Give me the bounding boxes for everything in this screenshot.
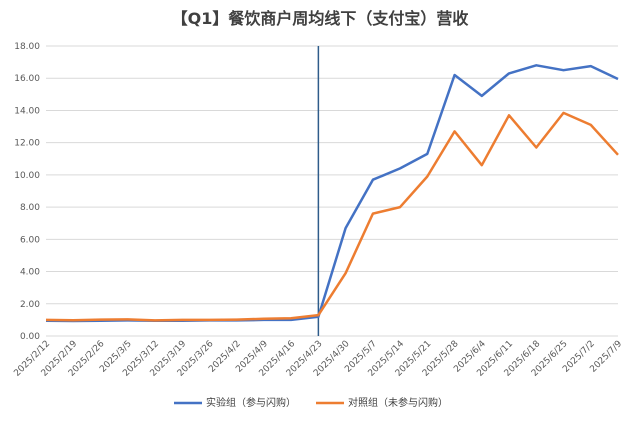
x-axis: 2025/2/122025/2/192025/2/262025/3/52025/… xyxy=(12,339,624,379)
y-axis: 0.00 2.00 4.00 6.00 8.00 10.00 12.00 14.00 16.00… xyxy=(14,42,40,342)
y-tick-label: 8.00 xyxy=(20,203,40,213)
chart-title: 【Q1】餐饮商户周均线下（支付宝）营收 xyxy=(172,9,469,28)
y-tick-label: 10.00 xyxy=(14,171,40,181)
series-line-0 xyxy=(45,64,619,323)
y-tick-label: 0.00 xyxy=(20,332,40,342)
y-tick-label: 6.00 xyxy=(20,235,40,245)
y-tick-label: 14.00 xyxy=(14,106,40,116)
series-line-1 xyxy=(45,111,619,322)
legend-label: 对照组（未参与闪购） xyxy=(348,396,448,409)
gridlines xyxy=(46,45,618,337)
series-lines xyxy=(45,64,619,323)
legend: 实验组（参与闪购） 对照组（未参与闪购） xyxy=(174,396,448,409)
y-tick-label: 12.00 xyxy=(14,139,40,149)
y-tick-label: 4.00 xyxy=(20,268,40,278)
legend-label: 实验组（参与闪购） xyxy=(206,396,296,409)
y-tick-label: 18.00 xyxy=(14,42,40,52)
y-tick-label: 2.00 xyxy=(20,300,40,310)
y-tick-label: 16.00 xyxy=(14,74,40,84)
